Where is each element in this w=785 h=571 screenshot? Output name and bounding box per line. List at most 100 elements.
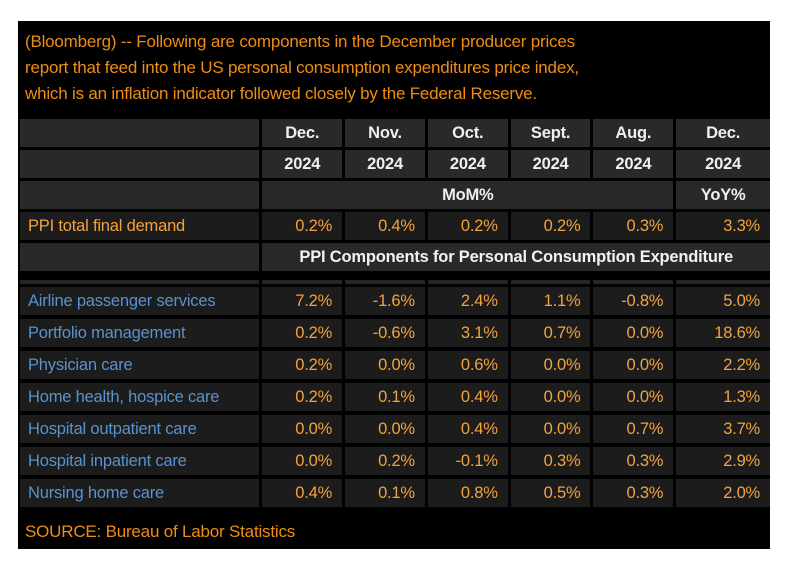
section-header-row: PPI Components for Personal Consumption … bbox=[20, 243, 770, 271]
row-label: Physician care bbox=[20, 351, 260, 379]
header-month: Oct. bbox=[427, 119, 508, 147]
month-header-row: Dec. Nov. Oct. Sept. Aug. Dec. bbox=[20, 119, 770, 147]
header-month: Aug. bbox=[593, 119, 674, 147]
value-cell: 0.3% bbox=[593, 212, 674, 240]
headline-line-1: (Bloomberg) -- Following are components … bbox=[25, 32, 575, 51]
value-cell: 0.2% bbox=[427, 212, 508, 240]
value-cell: 0.0% bbox=[510, 351, 591, 379]
table-row: Physician care 0.2% 0.0% 0.6% 0.0% 0.0% … bbox=[20, 351, 770, 379]
row-label: Home health, hospice care bbox=[20, 383, 260, 411]
value-cell: 0.0% bbox=[345, 351, 425, 379]
value-cell: -0.1% bbox=[427, 447, 508, 475]
value-cell: 0.0% bbox=[345, 415, 425, 443]
value-cell: 0.2% bbox=[262, 351, 343, 379]
summary-row: PPI total final demand 0.2% 0.4% 0.2% 0.… bbox=[20, 212, 770, 240]
value-cell: 0.0% bbox=[510, 383, 591, 411]
value-cell: -0.6% bbox=[345, 319, 425, 347]
value-cell: 0.4% bbox=[427, 415, 508, 443]
separator-segment bbox=[345, 280, 425, 284]
table-row: Home health, hospice care 0.2% 0.1% 0.4%… bbox=[20, 383, 770, 411]
yoy-cell: YoY% bbox=[676, 181, 770, 209]
value-cell: 0.2% bbox=[262, 383, 343, 411]
table-row: Airline passenger services 7.2% -1.6% 2.… bbox=[20, 287, 770, 315]
unit-header-row: MoM% YoY% bbox=[20, 181, 770, 209]
value-cell: 0.4% bbox=[262, 479, 343, 507]
headline-line-3: which is an inflation indicator followed… bbox=[25, 84, 537, 103]
header-year: 2024 bbox=[345, 150, 425, 178]
value-cell: 1.3% bbox=[676, 383, 770, 411]
value-cell: 0.2% bbox=[262, 212, 343, 240]
value-cell: 0.2% bbox=[510, 212, 591, 240]
separator-segment bbox=[262, 280, 343, 284]
value-cell: 7.2% bbox=[262, 287, 343, 315]
value-cell: 2.0% bbox=[676, 479, 770, 507]
header-year: 2024 bbox=[510, 150, 591, 178]
section-empty-cell bbox=[20, 243, 260, 271]
section-header-cell: PPI Components for Personal Consumption … bbox=[262, 243, 770, 271]
separator-segment bbox=[676, 280, 770, 284]
corner-empty-cell bbox=[20, 119, 260, 147]
value-cell: 0.3% bbox=[510, 447, 591, 475]
table-row: Hospital inpatient care 0.0% 0.2% -0.1% … bbox=[20, 447, 770, 475]
value-cell: 2.4% bbox=[427, 287, 508, 315]
separator-segment bbox=[593, 280, 674, 284]
value-cell: 1.1% bbox=[510, 287, 591, 315]
news-headline: (Bloomberg) -- Following are components … bbox=[25, 29, 770, 107]
value-cell: 0.3% bbox=[593, 479, 674, 507]
value-cell: 0.0% bbox=[593, 383, 674, 411]
value-cell: 0.0% bbox=[262, 415, 343, 443]
separator-segment bbox=[20, 280, 260, 284]
value-cell: 5.0% bbox=[676, 287, 770, 315]
corner-empty-cell bbox=[20, 181, 260, 209]
value-cell: 0.4% bbox=[345, 212, 425, 240]
value-cell: 0.1% bbox=[345, 383, 425, 411]
ppi-table: Dec. Nov. Oct. Sept. Aug. Dec. 2024 2024… bbox=[20, 119, 770, 507]
header-year: 2024 bbox=[427, 150, 508, 178]
value-cell: 0.0% bbox=[593, 319, 674, 347]
separator-segment bbox=[427, 280, 508, 284]
headline-line-2: report that feed into the US personal co… bbox=[25, 58, 579, 77]
value-cell: 0.0% bbox=[593, 351, 674, 379]
header-year: 2024 bbox=[593, 150, 674, 178]
header-year: 2024 bbox=[262, 150, 343, 178]
value-cell: -1.6% bbox=[345, 287, 425, 315]
value-cell: 0.7% bbox=[510, 319, 591, 347]
value-cell: 0.0% bbox=[510, 415, 591, 443]
value-cell: 0.0% bbox=[262, 447, 343, 475]
row-label: Hospital inpatient care bbox=[20, 447, 260, 475]
value-cell: 3.3% bbox=[676, 212, 770, 240]
row-label: Hospital outpatient care bbox=[20, 415, 260, 443]
value-cell: 18.6% bbox=[676, 319, 770, 347]
row-label: Nursing home care bbox=[20, 479, 260, 507]
row-label: Portfolio management bbox=[20, 319, 260, 347]
value-cell: 2.2% bbox=[676, 351, 770, 379]
table-row: Hospital outpatient care 0.0% 0.0% 0.4% … bbox=[20, 415, 770, 443]
value-cell: 0.2% bbox=[345, 447, 425, 475]
value-cell: 3.7% bbox=[676, 415, 770, 443]
value-cell: 0.1% bbox=[345, 479, 425, 507]
header-month: Sept. bbox=[510, 119, 591, 147]
header-month: Dec. bbox=[262, 119, 343, 147]
row-label: PPI total final demand bbox=[20, 212, 260, 240]
bloomberg-news-panel: (Bloomberg) -- Following are components … bbox=[18, 21, 770, 549]
value-cell: 2.9% bbox=[676, 447, 770, 475]
value-cell: 0.5% bbox=[510, 479, 591, 507]
value-cell: -0.8% bbox=[593, 287, 674, 315]
mom-span-cell: MoM% bbox=[262, 181, 674, 209]
header-month: Dec. bbox=[676, 119, 770, 147]
table-row: Portfolio management 0.2% -0.6% 3.1% 0.7… bbox=[20, 319, 770, 347]
value-cell: 0.8% bbox=[427, 479, 508, 507]
value-cell: 0.7% bbox=[593, 415, 674, 443]
source-text: SOURCE: Bureau of Labor Statistics bbox=[25, 522, 296, 541]
value-cell: 0.3% bbox=[593, 447, 674, 475]
value-cell: 0.6% bbox=[427, 351, 508, 379]
value-cell: 0.2% bbox=[262, 319, 343, 347]
table-row: Nursing home care 0.4% 0.1% 0.8% 0.5% 0.… bbox=[20, 479, 770, 507]
header-month: Nov. bbox=[345, 119, 425, 147]
value-cell: 3.1% bbox=[427, 319, 508, 347]
separator-bar bbox=[20, 280, 770, 284]
year-header-row: 2024 2024 2024 2024 2024 2024 bbox=[20, 150, 770, 178]
row-label: Airline passenger services bbox=[20, 287, 260, 315]
header-year: 2024 bbox=[676, 150, 770, 178]
corner-empty-cell bbox=[20, 150, 260, 178]
